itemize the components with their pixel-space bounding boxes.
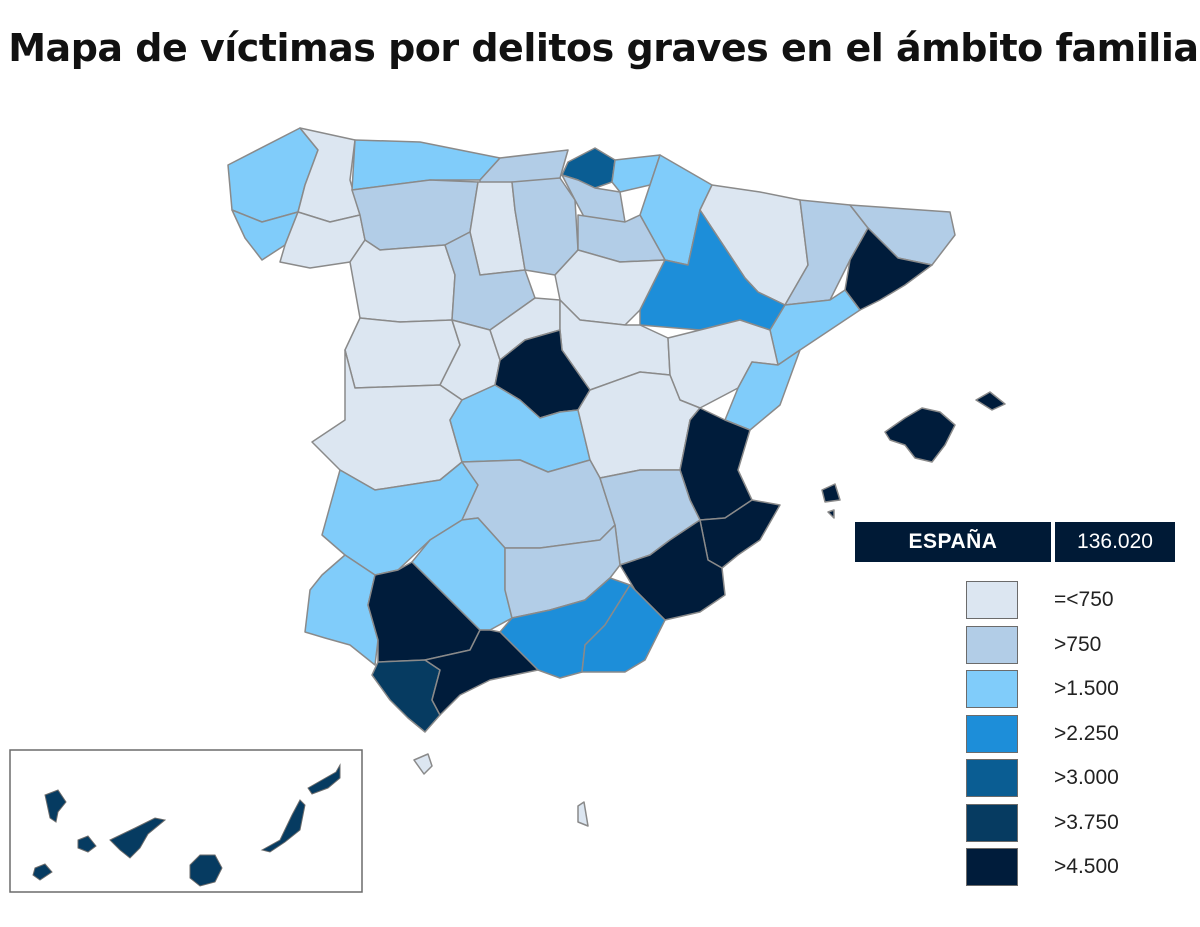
legend-label: >3.750 <box>1054 810 1119 834</box>
province-ceuta[interactable]: Ceuta <box>413 753 433 775</box>
legend-item: =<750 <box>966 578 1119 623</box>
province-alava[interactable]: Álava <box>561 174 626 229</box>
legend: =<750 >750 >1.500 >2.250 >3.000 >3.750 >… <box>966 578 1119 890</box>
legend-label: >4.500 <box>1054 855 1119 879</box>
province-huelva[interactable]: Huelva <box>304 554 379 666</box>
legend-label: >1.500 <box>1054 677 1119 701</box>
legend-label: >3.000 <box>1054 766 1119 790</box>
legend-item: >4.500 <box>966 845 1119 890</box>
province-cordoba[interactable]: Córdoba <box>411 517 513 631</box>
legend-swatch <box>966 803 1018 842</box>
total-value: 136.020 <box>1055 522 1175 562</box>
province-malaga[interactable]: Málaga <box>424 629 539 716</box>
canary-islands-inset <box>9 749 363 893</box>
province-salamanca[interactable]: Salamanca <box>344 317 461 389</box>
legend-item: >750 <box>966 623 1119 668</box>
province-almeria[interactable]: Almería <box>581 584 666 673</box>
province-zamora[interactable]: Zamora <box>349 239 456 323</box>
total-box: ESPAÑA 136.020 <box>855 522 1175 562</box>
province-illes-balears[interactable]: Illes Balears <box>821 391 1006 519</box>
legend-label: >2.250 <box>1054 721 1119 745</box>
legend-item: >3.000 <box>966 756 1119 801</box>
province-melilla[interactable]: Melilla <box>577 801 589 827</box>
map-title: Mapa de víctimas por delitos graves en e… <box>8 26 1200 70</box>
legend-item: >1.500 <box>966 667 1119 712</box>
province-gipuzkoa[interactable]: Gipuzkoa <box>611 154 661 193</box>
province-castellon[interactable]: Castellón <box>724 349 801 431</box>
province-las-palmas[interactable]: Las Palmas <box>189 763 341 887</box>
province-barcelona[interactable]: Barcelona <box>844 227 933 311</box>
legend-item: >3.750 <box>966 801 1119 846</box>
province-santa-cruz-de-tenerife[interactable]: Santa Cruz de Tenerife <box>32 789 167 881</box>
legend-item: >2.250 <box>966 712 1119 757</box>
legend-swatch <box>966 670 1018 709</box>
legend-swatch <box>966 581 1018 620</box>
legend-swatch <box>966 759 1018 798</box>
total-label: ESPAÑA <box>855 522 1051 562</box>
legend-label: >750 <box>1054 632 1102 656</box>
legend-swatch <box>966 714 1018 753</box>
legend-swatch <box>966 625 1018 664</box>
legend-swatch <box>966 848 1018 887</box>
legend-label: =<750 <box>1054 588 1114 612</box>
province-cadiz[interactable]: Cádiz <box>371 659 441 733</box>
